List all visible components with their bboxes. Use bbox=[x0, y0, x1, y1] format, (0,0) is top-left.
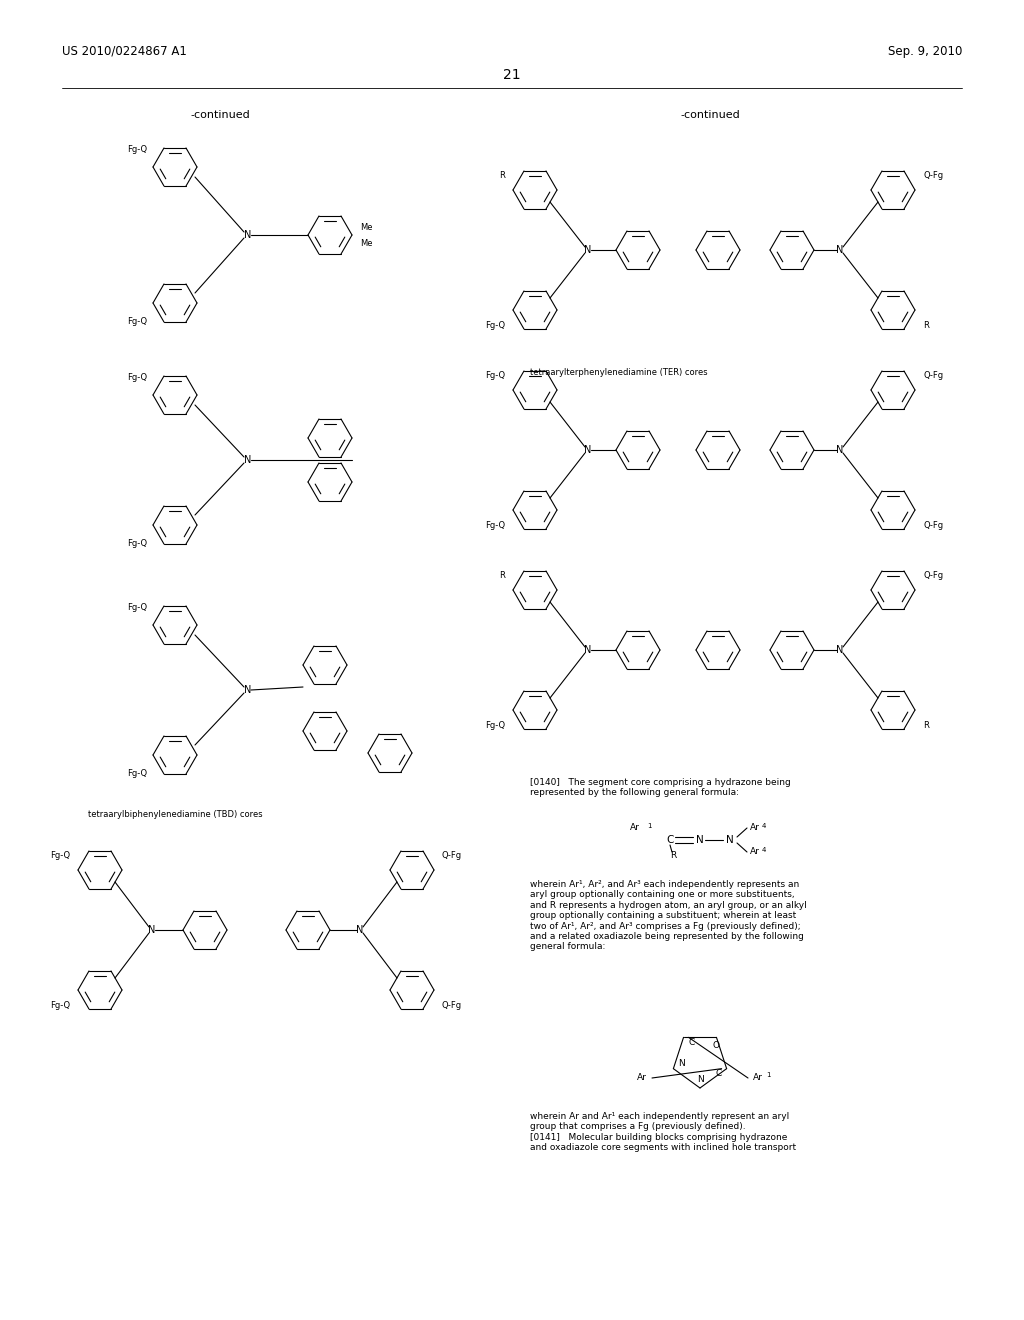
Text: N: N bbox=[726, 836, 734, 845]
Text: N: N bbox=[245, 455, 252, 465]
Text: C: C bbox=[688, 1038, 694, 1047]
Text: Fg-Q: Fg-Q bbox=[127, 372, 147, 381]
Text: N: N bbox=[585, 445, 592, 455]
Text: 21: 21 bbox=[503, 69, 521, 82]
Text: Fg-Q: Fg-Q bbox=[127, 317, 147, 326]
Text: R: R bbox=[499, 170, 505, 180]
Text: 4: 4 bbox=[762, 822, 766, 829]
Text: -continued: -continued bbox=[190, 110, 250, 120]
Text: N: N bbox=[585, 645, 592, 655]
Text: Q-Fg: Q-Fg bbox=[442, 1001, 462, 1010]
Text: Ar: Ar bbox=[630, 824, 640, 833]
Text: N: N bbox=[245, 685, 252, 696]
Text: N: N bbox=[696, 836, 703, 845]
Text: Fg-Q: Fg-Q bbox=[485, 520, 505, 529]
Text: Fg-Q: Fg-Q bbox=[485, 321, 505, 330]
Text: N: N bbox=[837, 645, 844, 655]
Text: C: C bbox=[667, 836, 674, 845]
Text: R: R bbox=[670, 850, 676, 859]
Text: Ar: Ar bbox=[753, 1073, 763, 1082]
Text: R: R bbox=[923, 721, 929, 730]
Text: N: N bbox=[356, 925, 364, 935]
Text: N: N bbox=[678, 1059, 685, 1068]
Text: N: N bbox=[837, 445, 844, 455]
Text: Q-Fg: Q-Fg bbox=[923, 520, 943, 529]
Text: tetraarylterphenylenediamine (TER) cores: tetraarylterphenylenediamine (TER) cores bbox=[530, 368, 708, 378]
Text: N: N bbox=[696, 1076, 703, 1085]
Text: Me: Me bbox=[360, 239, 373, 248]
Text: Fg-Q: Fg-Q bbox=[50, 1001, 70, 1010]
Text: N: N bbox=[585, 246, 592, 255]
Text: wherein Ar¹, Ar², and Ar³ each independently represents an
aryl group optionally: wherein Ar¹, Ar², and Ar³ each independe… bbox=[530, 880, 807, 952]
Text: 4: 4 bbox=[762, 847, 766, 853]
Text: R: R bbox=[923, 321, 929, 330]
Text: Q-Fg: Q-Fg bbox=[923, 570, 943, 579]
Text: Sep. 9, 2010: Sep. 9, 2010 bbox=[888, 45, 962, 58]
Text: Q-Fg: Q-Fg bbox=[442, 850, 462, 859]
Text: N: N bbox=[245, 230, 252, 240]
Text: N: N bbox=[148, 925, 156, 935]
Text: Fg-Q: Fg-Q bbox=[485, 721, 505, 730]
Text: Q-Fg: Q-Fg bbox=[923, 371, 943, 380]
Text: Q-Fg: Q-Fg bbox=[923, 170, 943, 180]
Text: Fg-Q: Fg-Q bbox=[50, 850, 70, 859]
Text: Ar: Ar bbox=[750, 847, 760, 857]
Text: Fg-Q: Fg-Q bbox=[127, 768, 147, 777]
Text: Ar: Ar bbox=[637, 1073, 647, 1082]
Text: US 2010/0224867 A1: US 2010/0224867 A1 bbox=[62, 45, 186, 58]
Text: -continued: -continued bbox=[680, 110, 740, 120]
Text: Me: Me bbox=[360, 223, 373, 231]
Text: 1: 1 bbox=[766, 1072, 770, 1078]
Text: tetraarylbiphenylenediamine (TBD) cores: tetraarylbiphenylenediamine (TBD) cores bbox=[88, 810, 262, 818]
Text: 1: 1 bbox=[647, 822, 651, 829]
Text: O: O bbox=[713, 1041, 720, 1049]
Text: Fg-Q: Fg-Q bbox=[485, 371, 505, 380]
Text: N: N bbox=[837, 246, 844, 255]
Text: Fg-Q: Fg-Q bbox=[127, 539, 147, 548]
Text: [0140]   The segment core comprising a hydrazone being
represented by the follow: [0140] The segment core comprising a hyd… bbox=[530, 777, 791, 797]
Text: R: R bbox=[499, 570, 505, 579]
Text: Ar: Ar bbox=[750, 824, 760, 833]
Text: Fg-Q: Fg-Q bbox=[127, 602, 147, 611]
Text: wherein Ar and Ar¹ each independently represent an aryl
group that comprises a F: wherein Ar and Ar¹ each independently re… bbox=[530, 1111, 796, 1152]
Text: C: C bbox=[716, 1069, 722, 1078]
Text: Fg-Q: Fg-Q bbox=[127, 144, 147, 153]
